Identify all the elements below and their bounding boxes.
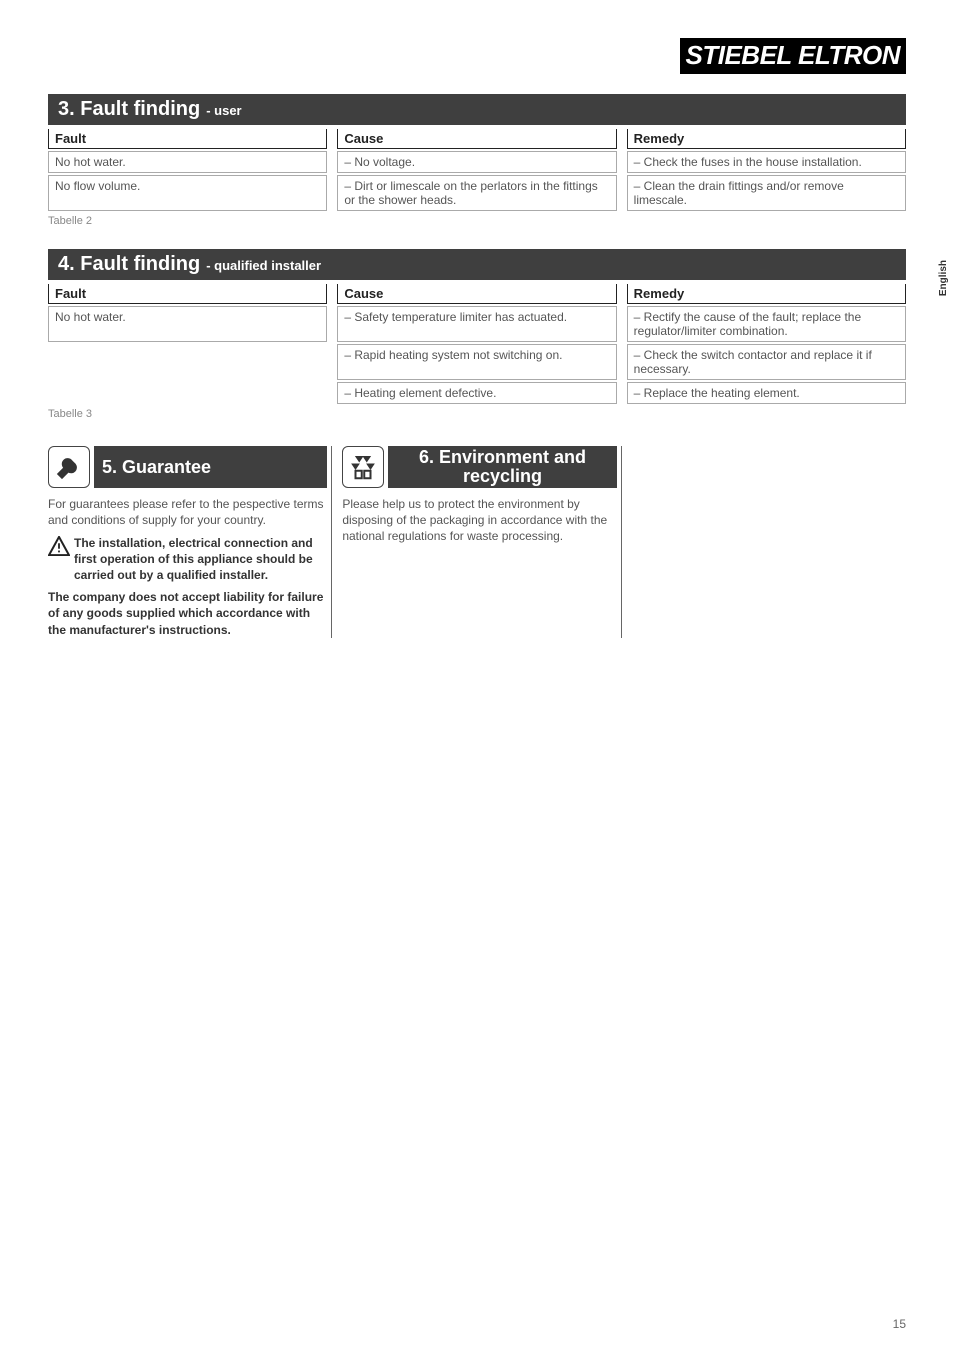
table-header: Cause bbox=[337, 129, 616, 149]
table-cell: – Heating element defective. bbox=[337, 382, 616, 404]
section5-body: For guarantees please refer to the pespe… bbox=[48, 496, 327, 528]
table-cell: – No voltage. bbox=[337, 151, 616, 173]
table-cell: – Check the switch contactor and replace… bbox=[627, 344, 906, 380]
table-caption: Tabelle 3 bbox=[48, 408, 906, 420]
table-header: Remedy bbox=[627, 129, 906, 149]
logo-text: STIEBEL ELTRON bbox=[680, 38, 907, 72]
table-header: Remedy bbox=[627, 284, 906, 304]
table-cell: – Clean the drain fittings and/or remove… bbox=[627, 175, 906, 211]
table-cell: No hot water. bbox=[48, 151, 327, 173]
wrench-icon bbox=[48, 446, 90, 488]
table-cell: – Rectify the cause of the fault; replac… bbox=[627, 306, 906, 342]
recycling-icon bbox=[342, 446, 384, 488]
logo-underline bbox=[680, 72, 907, 74]
table-cell-empty bbox=[48, 380, 327, 404]
section4-title: 4. Fault finding bbox=[58, 253, 200, 276]
brand-logo: STIEBEL ELTRON bbox=[680, 38, 907, 74]
section5-warning: The installation, electrical connection … bbox=[48, 536, 327, 583]
table-cell: – Safety temperature limiter has actuate… bbox=[337, 306, 616, 342]
section6-title: 6. Environment and recycling bbox=[388, 446, 616, 488]
section5: 5. Guarantee For guarantees please refer… bbox=[48, 446, 327, 638]
section4-sub: - qualified installer bbox=[206, 258, 321, 273]
section3-sub: - user bbox=[206, 103, 241, 118]
table-cell-empty bbox=[48, 342, 327, 380]
table-cell: – Check the fuses in the house installat… bbox=[627, 151, 906, 173]
table-cell: No hot water. bbox=[48, 306, 327, 342]
warning-icon bbox=[48, 536, 70, 556]
section5-note: The company does not accept liability fo… bbox=[48, 589, 327, 638]
table-header: Fault bbox=[48, 129, 327, 149]
section3-title: 3. Fault finding bbox=[58, 98, 200, 121]
table-cell: – Replace the heating element. bbox=[627, 382, 906, 404]
page-number: 15 bbox=[893, 1317, 906, 1331]
section3-table: Fault Cause Remedy No hot water. – No vo… bbox=[48, 129, 906, 211]
table-cell: – Rapid heating system not switching on. bbox=[337, 344, 616, 380]
section5-title: 5. Guarantee bbox=[94, 446, 327, 488]
section4-table: Fault Cause Remedy No hot water. – Safet… bbox=[48, 284, 906, 404]
table-cell: No flow volume. bbox=[48, 175, 327, 211]
section6: 6. Environment and recycling Please help… bbox=[331, 446, 616, 638]
section3-header: 3. Fault finding - user bbox=[48, 94, 906, 125]
table-header: Cause bbox=[337, 284, 616, 304]
table-cell: – Dirt or limescale on the perlators in … bbox=[337, 175, 616, 211]
section4-header: 4. Fault finding - qualified installer bbox=[48, 249, 906, 280]
empty-column bbox=[621, 446, 906, 638]
section5-warn-text: The installation, electrical connection … bbox=[74, 536, 327, 583]
language-label: English bbox=[938, 260, 949, 296]
table-header: Fault bbox=[48, 284, 327, 304]
section6-body: Please help us to protect the environmen… bbox=[342, 496, 616, 545]
table-caption: Tabelle 2 bbox=[48, 215, 906, 227]
